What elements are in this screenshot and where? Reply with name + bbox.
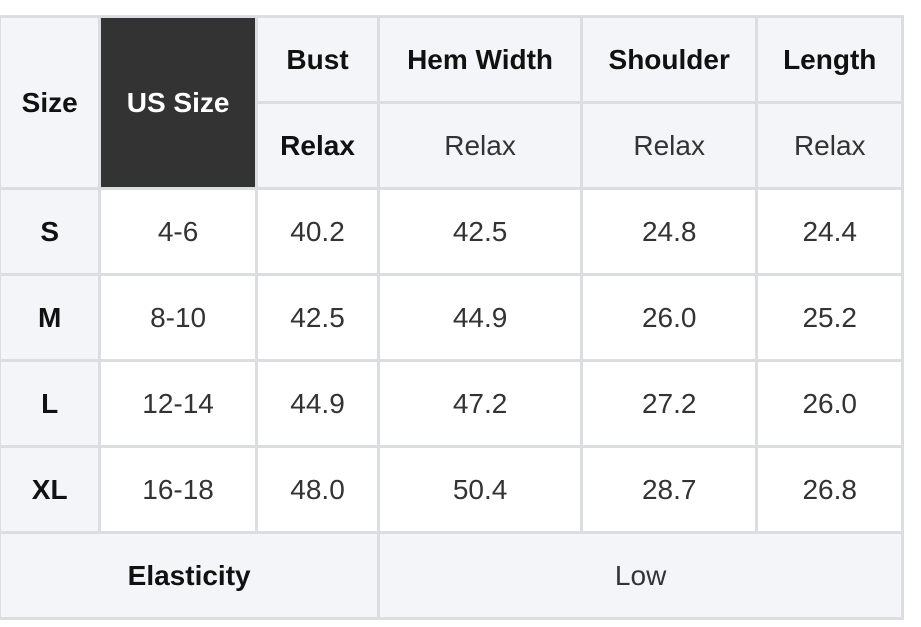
header-row-1: Size US Size Bust Hem Width Shoulder Len…	[1, 18, 901, 187]
us-size-cell: 8-10	[101, 276, 255, 359]
size-cell: XL	[1, 448, 99, 531]
bust-cell: 48.0	[257, 448, 378, 531]
table-row: L 12-14 44.9 47.2 27.2 26.0	[1, 362, 901, 445]
hem-width-cell: 42.5	[380, 190, 580, 273]
size-chart-table: Size US Size Bust Hem Width Shoulder Len…	[0, 15, 904, 620]
us-size-cell: 16-18	[101, 448, 255, 531]
header-row-2: Relax Relax Relax Relax	[1, 104, 901, 187]
size-cell: L	[1, 362, 99, 445]
length-cell: 26.0	[758, 362, 901, 445]
bust-cell: 40.2	[257, 190, 378, 273]
hem-width-cell: 50.4	[380, 448, 580, 531]
fit-hem-width: Relax	[380, 104, 580, 187]
bust-cell: 42.5	[257, 276, 378, 359]
table-row: S 4-6 40.2 42.5 24.8 24.4	[1, 190, 901, 273]
fit-length: Relax	[758, 104, 901, 187]
elasticity-label: Elasticity	[1, 534, 378, 617]
length-cell: 26.8	[758, 448, 901, 531]
shoulder-cell: 24.8	[582, 190, 756, 273]
footer-row: Elasticity Low	[1, 534, 901, 617]
table-row: XL 16-18 48.0 50.4 28.7 26.8	[1, 448, 901, 531]
us-size-cell: 12-14	[101, 362, 255, 445]
shoulder-cell: 27.2	[582, 362, 756, 445]
bust-cell: 44.9	[257, 362, 378, 445]
size-cell: S	[1, 190, 99, 273]
fit-bust: Relax	[257, 104, 378, 187]
header-length: Length	[758, 18, 901, 101]
header-bust: Bust	[257, 18, 378, 101]
shoulder-cell: 26.0	[582, 276, 756, 359]
size-cell: M	[1, 276, 99, 359]
table-row: M 8-10 42.5 44.9 26.0 25.2	[1, 276, 901, 359]
header-hem-width: Hem Width	[380, 18, 580, 101]
header-size: Size	[1, 18, 99, 187]
hem-width-cell: 44.9	[380, 276, 580, 359]
shoulder-cell: 28.7	[582, 448, 756, 531]
length-cell: 24.4	[758, 190, 901, 273]
header-us-size: US Size	[101, 18, 255, 187]
hem-width-cell: 47.2	[380, 362, 580, 445]
us-size-cell: 4-6	[101, 190, 255, 273]
header-shoulder: Shoulder	[582, 18, 756, 101]
fit-shoulder: Relax	[582, 104, 756, 187]
elasticity-value: Low	[380, 534, 901, 617]
length-cell: 25.2	[758, 276, 901, 359]
